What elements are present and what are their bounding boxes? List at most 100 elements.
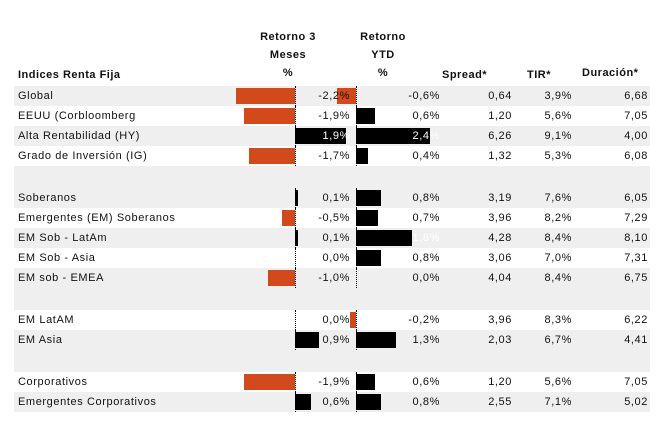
table-row: Alta Rentabilidad (HY) 1,9% 2,4% 6,26 9,1% 4,… xyxy=(14,126,650,146)
row-name: Soberanos xyxy=(18,192,77,204)
ytd-zero-axis xyxy=(356,208,357,228)
spread-value: 1,20 xyxy=(488,376,512,388)
duracion-value: 5,02 xyxy=(624,396,648,408)
ytd-bar xyxy=(337,88,356,104)
table-row: EM LatAM 0,0% -0,2% 3,96 8,3% 6,22 xyxy=(14,310,650,330)
ret3-zero-axis xyxy=(295,188,296,208)
row-name: EM Sob - Asia xyxy=(18,252,96,264)
ret3-value: -0,5% xyxy=(318,212,350,224)
ytd-bar xyxy=(356,394,381,410)
row-name: Emergentes (EM) Soberanos xyxy=(18,212,176,224)
ret3-zero-axis xyxy=(295,268,296,288)
table-row: Soberanos 0,1% 0,8% 3,19 7,6% 6,05 xyxy=(14,188,650,208)
duracion-value: 6,75 xyxy=(624,272,648,284)
duracion-value: 7,31 xyxy=(624,252,648,264)
spread-value: 1,32 xyxy=(488,150,512,162)
row-name: EM sob - EMEA xyxy=(18,272,105,284)
duracion-value: 6,22 xyxy=(624,314,648,326)
ret3-bar xyxy=(235,88,295,104)
ytd-value: 0,8% xyxy=(412,252,440,264)
ret3-zero-axis xyxy=(295,228,296,248)
ytd-zero-axis xyxy=(356,106,357,126)
row-name: Emergentes Corporativos xyxy=(18,396,157,408)
header-ytd-line1: Retorno xyxy=(360,31,406,43)
ret3-value: 0,1% xyxy=(322,232,350,244)
duracion-value: 7,29 xyxy=(624,212,648,224)
table-row: EM Sob - LatAm 0,1% 1,8% 4,28 8,4% 8,10 xyxy=(14,228,650,248)
spread-value: 1,20 xyxy=(488,110,512,122)
ytd-value: -0,2% xyxy=(408,314,440,326)
group-separator xyxy=(14,288,650,310)
tir-value: 3,9% xyxy=(544,90,572,102)
ret3-value: 1,9% xyxy=(322,130,350,142)
table-row: Global -2,2% -0,6% 0,64 3,9% 6,68 xyxy=(14,86,650,106)
spread-value: 2,55 xyxy=(488,396,512,408)
duracion-value: 6,08 xyxy=(624,150,648,162)
ytd-zero-axis xyxy=(356,268,357,288)
row-name: Grado de Inversión (IG) xyxy=(18,150,148,162)
ytd-zero-axis xyxy=(356,392,357,412)
ret3-bar xyxy=(295,128,347,144)
ret3-value: -1,9% xyxy=(318,376,350,388)
ytd-value: -0,6% xyxy=(408,90,440,102)
tir-value: 5,6% xyxy=(544,376,572,388)
ytd-value: 0,7% xyxy=(412,212,440,224)
tir-value: 7,1% xyxy=(544,396,572,408)
ytd-bar xyxy=(356,128,431,144)
ytd-zero-axis xyxy=(356,330,357,350)
row-name: Alta Rentabilidad (HY) xyxy=(18,130,141,142)
group-separator xyxy=(14,166,650,188)
row-name: EM Asia xyxy=(18,334,63,346)
ret3-bar xyxy=(295,190,298,206)
duracion-value: 8,10 xyxy=(624,232,648,244)
ytd-value: 2,4% xyxy=(412,130,440,142)
ret3-zero-axis xyxy=(295,208,296,228)
ytd-value: 0,8% xyxy=(412,192,440,204)
table-row: Emergentes (EM) Soberanos -0,5% 0,7% 3,96 8,… xyxy=(14,208,650,228)
spread-value: 4,28 xyxy=(488,232,512,244)
spread-value: 3,96 xyxy=(488,212,512,224)
ret3-bar xyxy=(295,394,312,410)
group-separator xyxy=(14,350,650,372)
ytd-zero-axis xyxy=(356,310,357,330)
ret3-bar xyxy=(295,332,320,348)
tir-value: 9,1% xyxy=(544,130,572,142)
ytd-value: 0,6% xyxy=(412,110,440,122)
spread-value: 3,96 xyxy=(488,314,512,326)
spread-value: 2,03 xyxy=(488,334,512,346)
duracion-value: 4,00 xyxy=(624,130,648,142)
row-name: EEUU (Corbloomberg xyxy=(18,110,136,122)
header-name: Indices Renta Fija xyxy=(18,69,121,81)
header-ytd-line3: % xyxy=(377,67,389,79)
header-duracion: Duración* xyxy=(582,67,639,79)
tir-value: 8,4% xyxy=(544,272,572,284)
ret3-value: -1,0% xyxy=(318,272,350,284)
ytd-bar xyxy=(356,148,369,164)
ytd-bar xyxy=(349,312,356,328)
tir-value: 8,3% xyxy=(544,314,572,326)
table-row: EM Asia 0,9% 1,3% 2,03 6,7% 4,41 xyxy=(14,330,650,350)
ret3-bar xyxy=(249,148,295,164)
tir-value: 8,2% xyxy=(544,212,572,224)
ytd-value: 0,0% xyxy=(412,272,440,284)
row-name: Corporativos xyxy=(18,376,88,388)
duracion-value: 7,05 xyxy=(624,376,648,388)
table-row: EEUU (Corbloomberg -1,9% 0,6% 1,20 5,6% 7,05 xyxy=(14,106,650,126)
ret3-bar xyxy=(295,230,298,246)
ytd-value: 0,4% xyxy=(412,150,440,162)
spread-value: 6,26 xyxy=(488,130,512,142)
ret3-zero-axis xyxy=(295,392,296,412)
header-ret3-line1: Retorno 3 xyxy=(260,31,316,43)
spread-value: 3,06 xyxy=(488,252,512,264)
table-row: Corporativos -1,9% 0,6% 1,20 5,6% 7,05 xyxy=(14,372,650,392)
ret3-value: 0,0% xyxy=(322,314,350,326)
ret3-zero-axis xyxy=(295,126,296,146)
tir-value: 5,6% xyxy=(544,110,572,122)
ret3-bar xyxy=(243,374,295,390)
ytd-bar xyxy=(356,108,375,124)
ret3-zero-axis xyxy=(295,248,296,268)
spread-value: 4,04 xyxy=(488,272,512,284)
table-row: EM Sob - Asia 0,0% 0,8% 3,06 7,0% 7,31 xyxy=(14,248,650,268)
header-ret3-line2: Meses xyxy=(269,49,307,61)
ret3-zero-axis xyxy=(295,86,296,106)
